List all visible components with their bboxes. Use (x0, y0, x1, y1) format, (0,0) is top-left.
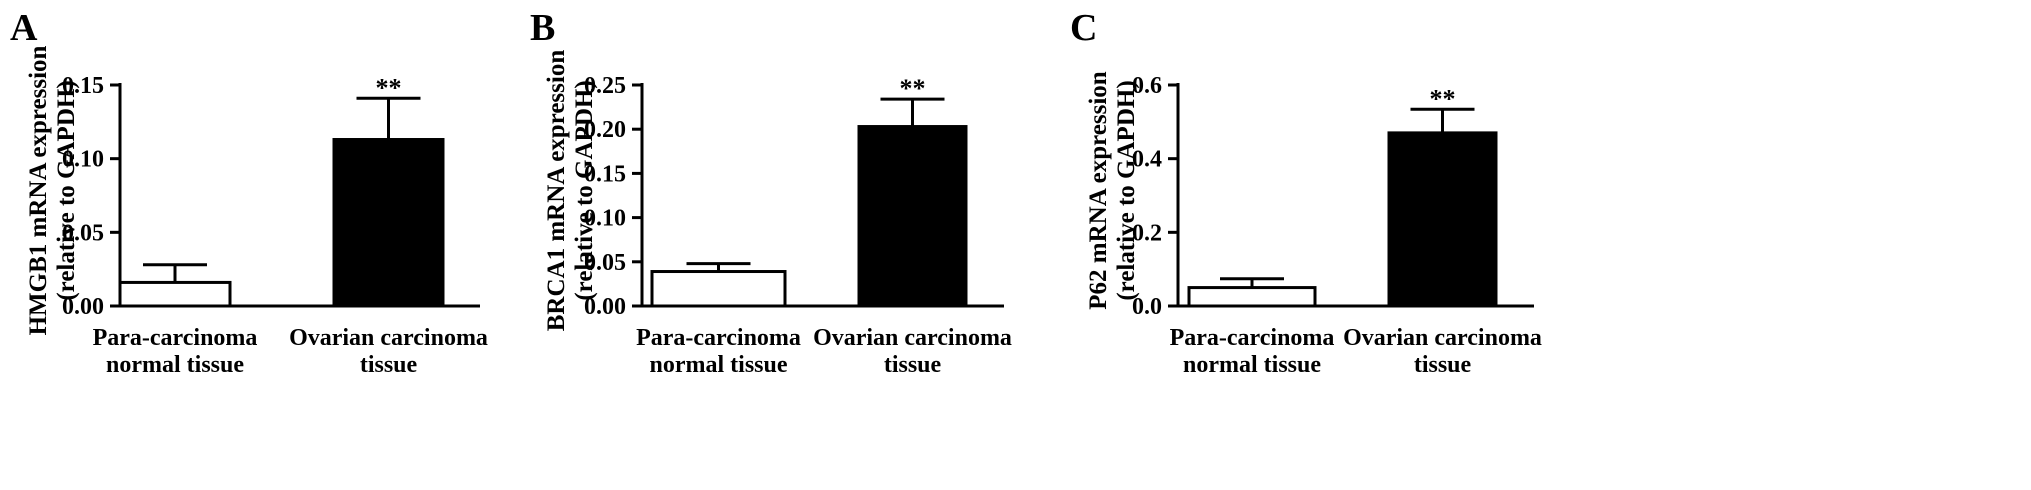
y-tick-label: 0.15 (584, 161, 626, 187)
y-tick-label: 0.15 (62, 73, 104, 99)
panel-letter: A (10, 7, 38, 49)
significance-label: ** (900, 74, 926, 103)
x-category-label: Ovarian carcinoma (813, 325, 1012, 351)
panel-c: C P62 mRNA expression (relative to GAPDH)0… (1070, 7, 1542, 378)
x-category-label: Para-carcinoma (93, 325, 258, 351)
y-tick-label: 0.2 (1132, 220, 1162, 246)
bar (1387, 131, 1498, 308)
y-tick-label: 0.00 (62, 294, 104, 320)
y-tick-label: 0.6 (1132, 73, 1162, 99)
x-category-label: tissue (360, 352, 418, 378)
x-category-label: tissue (1414, 352, 1472, 378)
x-category-label: tissue (884, 352, 942, 378)
y-tick-label: 0.10 (62, 147, 104, 173)
y-axis-label: HMGB1 mRNA expression (25, 45, 52, 335)
y-axis-label: P62 mRNA expression (1085, 71, 1112, 310)
panel-letter: C (1070, 7, 1097, 49)
y-axis-label: (relative to GAPDH) (571, 80, 598, 300)
bar (1187, 286, 1317, 308)
panel-letter: B (530, 7, 555, 49)
y-tick-label: 0.05 (584, 250, 626, 276)
bar (857, 125, 968, 308)
y-axis-label: (relative to GAPDH) (1113, 80, 1140, 300)
y-tick-label: 0.25 (584, 73, 626, 99)
y-tick-label: 0.4 (1132, 147, 1162, 173)
x-category-label: Ovarian carcinoma (1343, 325, 1542, 351)
y-axis-label: BRCA1 mRNA expression (543, 50, 570, 332)
significance-label: ** (376, 73, 402, 102)
y-tick-label: 0.10 (584, 206, 626, 232)
x-category-label: normal tissue (106, 352, 244, 378)
x-category-label: normal tissue (650, 352, 788, 378)
x-category-label: Para-carcinoma (1170, 325, 1335, 351)
y-tick-label: 0.05 (62, 220, 104, 246)
y-axis-label: (relative to GAPDH) (53, 80, 80, 300)
bar (650, 270, 787, 308)
x-category-label: Para-carcinoma (636, 325, 801, 351)
bar (332, 138, 445, 308)
y-tick-label: 0.0 (1132, 294, 1162, 320)
x-category-label: normal tissue (1183, 352, 1321, 378)
y-tick-label: 0.00 (584, 294, 626, 320)
y-tick-label: 0.20 (584, 117, 626, 143)
significance-label: ** (1430, 84, 1456, 113)
x-category-label: Ovarian carcinoma (289, 325, 488, 351)
bar (118, 280, 232, 308)
